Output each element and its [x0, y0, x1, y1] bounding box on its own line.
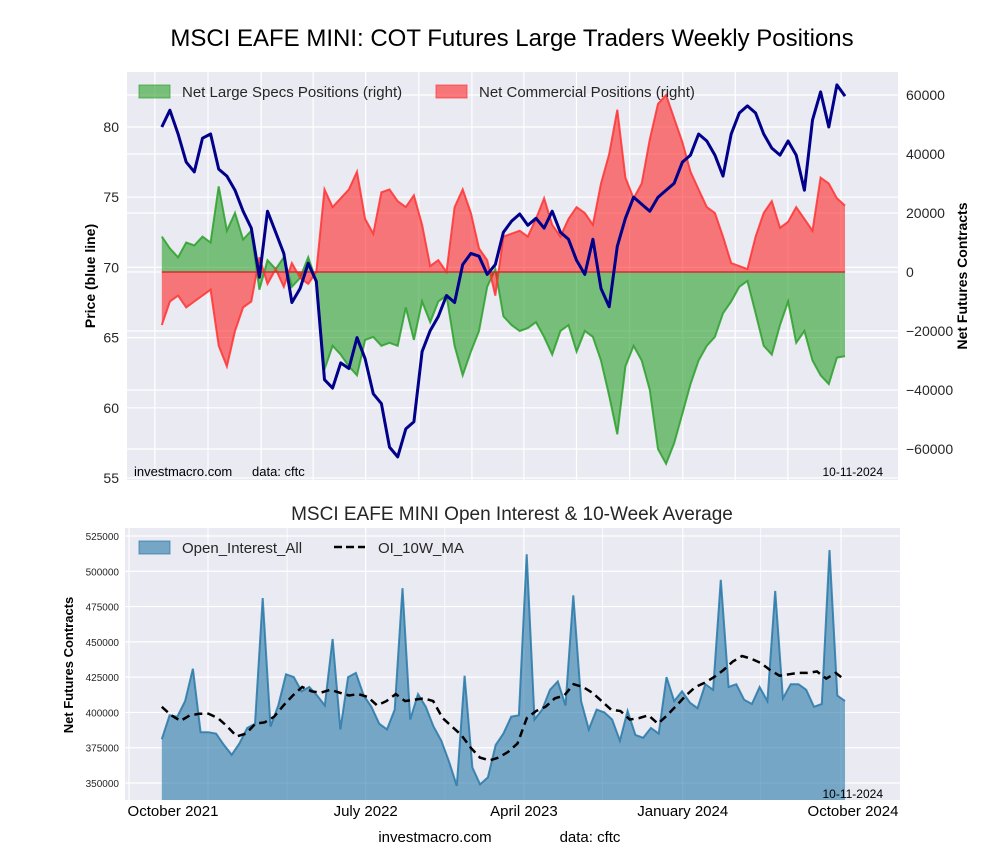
- moving-average-line: [160, 654, 846, 762]
- open-interest-tick-label: 425000: [86, 673, 120, 684]
- price-tick-label: 70: [103, 259, 119, 275]
- legend-label-commercial: Net Commercial Positions (right): [479, 84, 695, 101]
- contracts-tick-label: 0: [906, 264, 914, 280]
- open-interest-tick-label: 475000: [86, 603, 120, 614]
- commercial-area: [161, 95, 846, 367]
- open-interest-title: MSCI EAFE MINI Open Interest & 10-Week A…: [291, 504, 733, 525]
- positions-legend: Net Large Specs Positions (right) Net Co…: [138, 84, 695, 101]
- legend-swatch-large-specs: [138, 84, 171, 99]
- contracts-tick-label: 60000: [906, 87, 945, 103]
- moving-average-group: [160, 654, 846, 762]
- open-interest-line: [160, 550, 846, 787]
- date-stamp-bottom: 10-11-2024: [823, 787, 884, 801]
- open-interest-tick-label: 525000: [86, 532, 120, 543]
- contracts-axis-label: Net Futures Contracts: [954, 202, 970, 349]
- price-axis-label: Price (blue line): [82, 224, 98, 328]
- price-tick-label: 80: [103, 119, 119, 135]
- price-tick-label: 60: [103, 400, 119, 416]
- price-line-group: [160, 83, 847, 459]
- large-specs-area: [161, 186, 846, 464]
- contracts-axis-ticks: −60000 −40000 −20000 0 20000 40000 60000: [906, 87, 953, 457]
- contracts-tick-label: −60000: [906, 441, 953, 457]
- open-interest-tick-label: 375000: [86, 744, 120, 755]
- legend-swatch-open-interest: [138, 540, 171, 555]
- chart-title: MSCI EAFE MINI: COT Futures Large Trader…: [170, 25, 853, 52]
- contracts-tick-label: −20000: [906, 323, 953, 339]
- date-tick-label: January 2024: [637, 803, 728, 820]
- open-interest-area: [161, 550, 846, 800]
- date-tick-label: July 2022: [334, 803, 398, 820]
- price-axis-ticks: 55 60 65 70 75 80: [103, 119, 119, 486]
- date-tick-label: April 2023: [490, 803, 558, 820]
- date-tick-label: October 2021: [128, 803, 219, 820]
- open-interest-tick-label: 350000: [86, 779, 120, 790]
- open-interest-tick-label: 500000: [86, 567, 120, 578]
- date-axis-ticks: October 2021 July 2022 April 2023 January 2…: [128, 803, 899, 820]
- contracts-tick-label: 20000: [906, 205, 945, 221]
- open-interest-axis-ticks: 350000 375000 400000 425000 450000 475000 5000…: [86, 532, 120, 790]
- open-interest-chart: 350000 375000 400000 425000 450000 475000 5000…: [61, 528, 900, 820]
- open-interest-tick-label: 400000: [86, 708, 120, 719]
- legend-label-open-interest: Open_Interest_All: [182, 540, 302, 557]
- open-interest-area-group: [160, 550, 846, 800]
- open-interest-tick-label: 450000: [86, 638, 120, 649]
- credit-site-top: investmacro.com: [134, 464, 232, 479]
- credit-data-bottom: data: cftc: [560, 829, 621, 846]
- price-tick-label: 65: [103, 330, 119, 346]
- positions-chart: 55 60 65 70 75 80 −60000 −40000 −20000 0 20000 400…: [82, 72, 970, 486]
- contracts-tick-label: 40000: [906, 146, 945, 162]
- contracts-tick-label: −40000: [906, 382, 953, 398]
- price-tick-label: 75: [103, 189, 119, 205]
- credit-data-top: data: cftc: [252, 464, 305, 479]
- price-tick-label: 55: [103, 470, 119, 486]
- date-tick-label: October 2024: [808, 803, 899, 820]
- legend-swatch-commercial: [435, 84, 468, 99]
- legend-label-moving-average: OI_10W_MA: [378, 540, 464, 557]
- open-interest-legend: Open_Interest_All OI_10W_MA: [138, 540, 464, 557]
- open-interest-axis-label: Net Futures Contracts: [61, 597, 76, 734]
- date-stamp-top: 10-11-2024: [823, 465, 884, 479]
- legend-label-large-specs: Net Large Specs Positions (right): [182, 84, 402, 101]
- credit-site-bottom: investmacro.com: [378, 829, 491, 846]
